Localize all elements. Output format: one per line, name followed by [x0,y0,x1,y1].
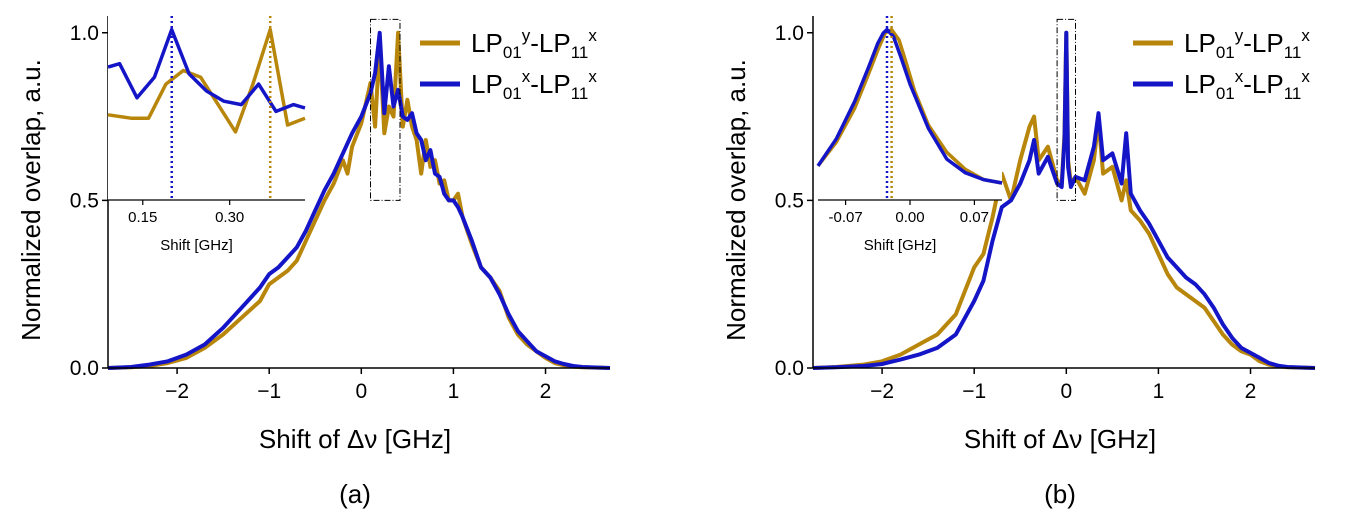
inset-xlabel: Shift [GHz] [864,237,937,254]
x-tick-label: 0 [355,380,367,403]
x-tick-label: −1 [257,380,281,403]
inset-series-line-blue [816,27,1003,185]
inset-x-tick-label: 0.00 [895,209,924,226]
inset: -0.07 0.00 0.07 Shift [GHz] [816,16,1003,254]
panel-label-a: (a) [339,479,371,509]
ylabel-b: Normalized overlap, a.u. [721,59,751,341]
x-tick-label: −1 [962,380,986,403]
legend-entry-2: LP01x-LP11x [1184,67,1310,103]
legend-a: LP01y-LP11x LP01x-LP11x [420,26,597,103]
inset-x-tick-label: -0.07 [828,209,862,226]
y-tick-label: 0.0 [70,357,99,380]
y-tick-label: 0.5 [775,189,804,212]
ylabel-a: Normalized overlap, a.u. [16,59,46,341]
inset: 0.15 0.30 Shift [GHz] [107,16,306,254]
x-tick-label: 0 [1060,380,1072,403]
inset-x-tick-label: 0.07 [960,209,989,226]
y-tick-label: 1.0 [775,22,804,45]
x-tick-label: 2 [540,380,552,403]
x-tick-label: −2 [870,380,894,403]
inset-x-tick-label: 0.30 [215,209,244,226]
y-tick-label: 0.5 [70,189,99,212]
inset-series-line-blue [107,27,306,114]
x-tick-label: −2 [165,380,189,403]
legend-b: LP01y-LP11x LP01x-LP11x [1133,26,1310,103]
panel-a: Normalized overlap, a.u. Shift of Δν [GH… [16,16,611,509]
series-line-blue [107,30,611,370]
plot-area [812,18,1316,370]
inset-background [818,16,1002,200]
series-line-gold [812,30,1316,370]
legend-entry-1: LP01y-LP11x [1184,26,1310,62]
panel-label-b: (b) [1044,479,1076,509]
x-tick-label: 1 [1153,380,1165,403]
zoom-box [370,18,401,201]
y-tick-label: 0.0 [775,357,804,380]
plot-area [107,18,611,370]
legend-entry-2: LP01x-LP11x [471,67,597,103]
inset-series-line-gold [816,27,1003,185]
zoom-box [1056,18,1077,201]
y-tick-label: 1.0 [70,22,99,45]
inset-x-tick-label: 0.15 [128,209,157,226]
series-line-blue [812,30,1316,370]
x-tick-label: 2 [1245,380,1257,403]
legend-entry-1: LP01y-LP11x [471,26,597,62]
xlabel-a: Shift of Δν [GHz] [259,424,451,454]
x-tick-label: 1 [448,380,460,403]
inset-xlabel: Shift [GHz] [160,237,233,254]
xlabel-b: Shift of Δν [GHz] [964,424,1156,454]
panel-b: Normalized overlap, a.u. Shift of Δν [GH… [721,16,1316,509]
